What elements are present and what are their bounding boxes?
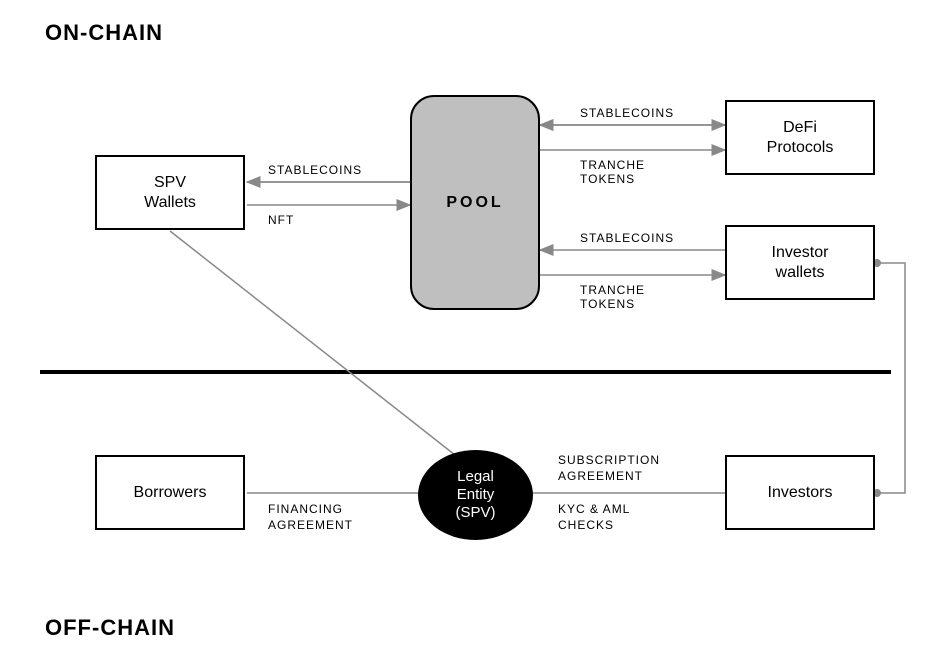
legal-entity-label: Legal Entity (SPV) <box>455 468 495 522</box>
spv-wallets-node: SPV Wallets <box>95 155 245 230</box>
label-pool-invw-top: STABLECOINS <box>580 231 674 245</box>
label-spv-pool-bottom: NFT <box>268 213 294 227</box>
spv-wallets-label: SPV Wallets <box>144 173 196 211</box>
label-pool-defi-top: STABLECOINS <box>580 106 674 120</box>
off-chain-heading: OFF-CHAIN <box>45 615 175 641</box>
investor-wallets-node: Investor wallets <box>725 225 875 300</box>
legal-entity-node: Legal Entity (SPV) <box>418 450 533 540</box>
label-pool-defi-bottom: TRANCHE TOKENS <box>580 158 645 187</box>
borrowers-label: Borrowers <box>134 483 207 502</box>
investors-node: Investors <box>725 455 875 530</box>
borrowers-node: Borrowers <box>95 455 245 530</box>
on-chain-heading: ON-CHAIN <box>45 20 163 46</box>
label-spv-investors-top: SUBSCRIPTION AGREEMENT <box>558 453 660 484</box>
label-spv-pool-top: STABLECOINS <box>268 163 362 177</box>
label-pool-invw-bottom: TRANCHE TOKENS <box>580 283 645 312</box>
chain-divider <box>40 370 891 374</box>
pool-label: POOL <box>446 194 503 212</box>
label-borrowers-spv: FINANCING AGREEMENT <box>268 502 353 533</box>
defi-protocols-node: DeFi Protocols <box>725 100 875 175</box>
investors-label: Investors <box>768 483 833 502</box>
label-spv-investors-bottom: KYC & AML CHECKS <box>558 502 630 533</box>
investor-wallets-label: Investor wallets <box>772 243 829 281</box>
pool-node: POOL <box>410 95 540 310</box>
defi-protocols-label: DeFi Protocols <box>767 118 834 156</box>
